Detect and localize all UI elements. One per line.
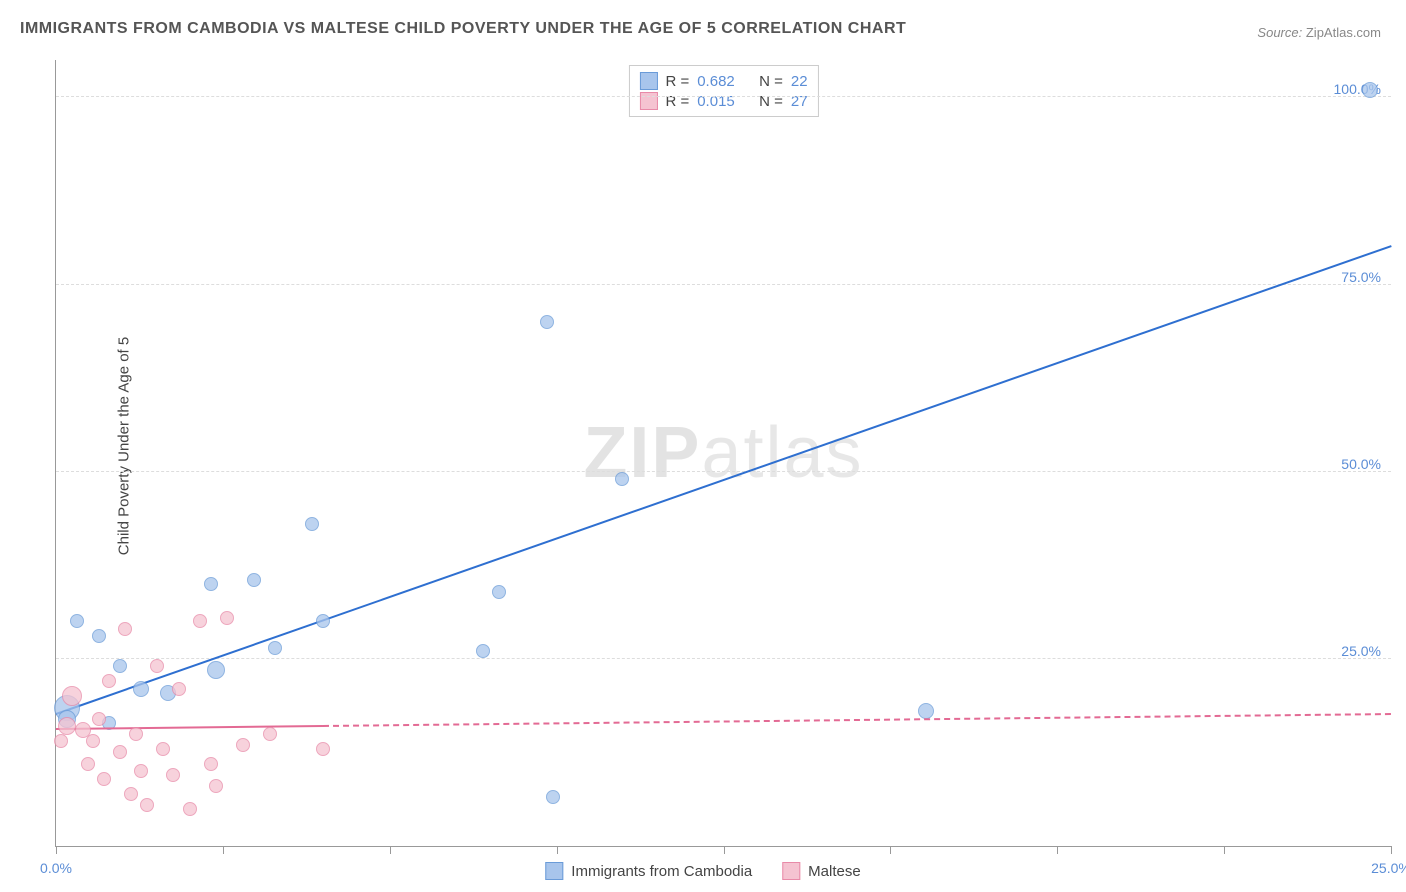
x-tick: [56, 846, 57, 854]
x-tick: [390, 846, 391, 854]
r-label-2: R =: [665, 93, 689, 110]
data-point: [97, 772, 111, 786]
data-point: [546, 790, 560, 804]
gridline: [56, 471, 1391, 472]
data-point: [92, 712, 106, 726]
stats-legend: R = 0.682 N = 22 R = 0.015 N = 27: [628, 65, 818, 117]
y-tick-label: 50.0%: [1341, 456, 1381, 472]
x-tick: [223, 846, 224, 854]
data-point: [86, 734, 100, 748]
data-point: [193, 614, 207, 628]
data-point: [113, 745, 127, 759]
plot-area: ZIPatlas R = 0.682 N = 22 R = 0.015 N = …: [55, 60, 1391, 847]
x-tick: [1057, 846, 1058, 854]
data-point: [150, 659, 164, 673]
data-point: [70, 614, 84, 628]
x-tick-label: 25.0%: [1371, 860, 1406, 876]
data-point: [204, 577, 218, 591]
data-point: [81, 757, 95, 771]
data-point: [156, 742, 170, 756]
data-point: [62, 686, 82, 706]
n-label-1: N =: [759, 73, 783, 90]
gridline: [56, 658, 1391, 659]
data-point: [247, 573, 261, 587]
swatch-series1: [639, 72, 657, 90]
data-point: [316, 614, 330, 628]
legend-swatch-1: [545, 862, 563, 880]
y-tick-label: 75.0%: [1341, 269, 1381, 285]
n-label-2: N =: [759, 93, 783, 110]
r-value-1: 0.682: [697, 73, 735, 90]
data-point: [220, 611, 234, 625]
source-label: Source:: [1257, 25, 1302, 40]
data-point: [540, 315, 554, 329]
data-point: [118, 622, 132, 636]
data-point: [183, 802, 197, 816]
data-point: [54, 734, 68, 748]
gridline: [56, 96, 1391, 97]
chart-container: IMMIGRANTS FROM CAMBODIA VS MALTESE CHIL…: [0, 0, 1406, 892]
trend-line: [56, 245, 1392, 715]
legend-item-series2: Maltese: [782, 862, 861, 880]
r-value-2: 0.015: [697, 93, 735, 110]
gridline: [56, 284, 1391, 285]
y-tick-label: 25.0%: [1341, 643, 1381, 659]
bottom-legend: Immigrants from Cambodia Maltese: [545, 862, 860, 880]
data-point: [140, 798, 154, 812]
swatch-series2: [639, 92, 657, 110]
watermark-atlas: atlas: [701, 413, 863, 493]
n-value-2: 27: [791, 93, 808, 110]
legend-label-2: Maltese: [808, 863, 861, 880]
n-value-1: 22: [791, 73, 808, 90]
data-point: [918, 703, 934, 719]
trend-line: [56, 725, 323, 730]
data-point: [492, 585, 506, 599]
x-tick-label: 0.0%: [40, 860, 72, 876]
data-point: [172, 682, 186, 696]
data-point: [236, 738, 250, 752]
data-point: [316, 742, 330, 756]
data-point: [129, 727, 143, 741]
data-point: [113, 659, 127, 673]
data-point: [209, 779, 223, 793]
data-point: [166, 768, 180, 782]
data-point: [92, 629, 106, 643]
trend-line: [323, 713, 1391, 727]
watermark-zip: ZIP: [583, 413, 701, 493]
data-point: [207, 661, 225, 679]
data-point: [1362, 82, 1378, 98]
data-point: [133, 681, 149, 697]
data-point: [263, 727, 277, 741]
x-tick: [724, 846, 725, 854]
r-label-1: R =: [665, 73, 689, 90]
source-value: ZipAtlas.com: [1306, 25, 1381, 40]
x-tick: [557, 846, 558, 854]
data-point: [305, 517, 319, 531]
data-point: [102, 674, 116, 688]
x-tick: [1391, 846, 1392, 854]
data-point: [615, 472, 629, 486]
data-point: [204, 757, 218, 771]
chart-title: IMMIGRANTS FROM CAMBODIA VS MALTESE CHIL…: [20, 20, 906, 38]
legend-item-series1: Immigrants from Cambodia: [545, 862, 752, 880]
x-tick: [1224, 846, 1225, 854]
source-attribution: Source: ZipAtlas.com: [1257, 25, 1381, 40]
stats-row-series2: R = 0.015 N = 27: [639, 92, 807, 110]
data-point: [124, 787, 138, 801]
data-point: [58, 717, 76, 735]
stats-row-series1: R = 0.682 N = 22: [639, 72, 807, 90]
x-tick: [890, 846, 891, 854]
data-point: [134, 764, 148, 778]
legend-label-1: Immigrants from Cambodia: [571, 863, 752, 880]
legend-swatch-2: [782, 862, 800, 880]
data-point: [476, 644, 490, 658]
data-point: [268, 641, 282, 655]
